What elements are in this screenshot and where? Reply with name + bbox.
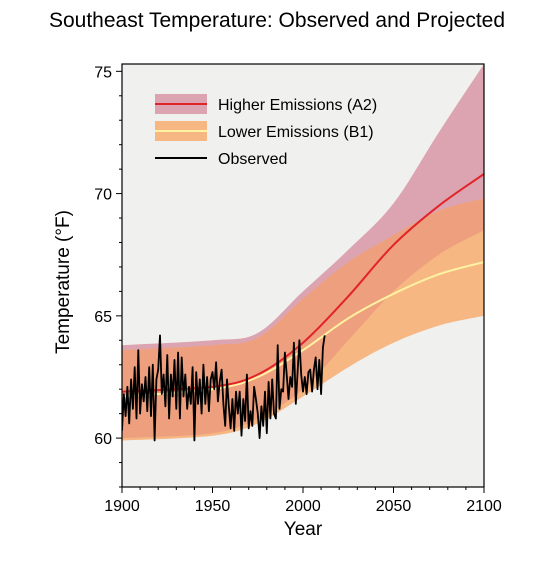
x-axis-label: Year	[284, 519, 323, 540]
x-tick-label: 2000	[285, 498, 321, 515]
legend-label: Higher Emissions (A2)	[218, 97, 377, 114]
legend-label: Observed	[218, 151, 287, 168]
y-tick-label: 75	[94, 64, 112, 81]
y-tick-label: 70	[94, 187, 112, 204]
legend-label: Lower Emissions (B1)	[218, 124, 374, 141]
series-layer	[122, 64, 484, 442]
legend: Higher Emissions (A2) Lower Emissions (B1…	[155, 94, 377, 168]
x-tick-label: 2050	[376, 498, 412, 515]
y-axis-label: Temperature (°F)	[53, 210, 74, 354]
band-higher-emissions	[122, 64, 484, 439]
line-observed	[122, 334, 326, 442]
x-tick-label: 1900	[104, 498, 140, 515]
x-tick-label: 2100	[466, 498, 502, 515]
x-tick-label: 1950	[195, 498, 231, 515]
y-tick-label: 60	[94, 431, 112, 448]
axis-layer: 1900 1950 2000 2050 2100 60 65 70 75	[94, 64, 502, 515]
chart-title: Southeast Temperature: Observed and Proj…	[48, 9, 506, 32]
line-higher-emissions	[122, 173, 484, 393]
y-tick-label: 65	[94, 309, 112, 326]
line-lower-emissions	[122, 261, 484, 398]
